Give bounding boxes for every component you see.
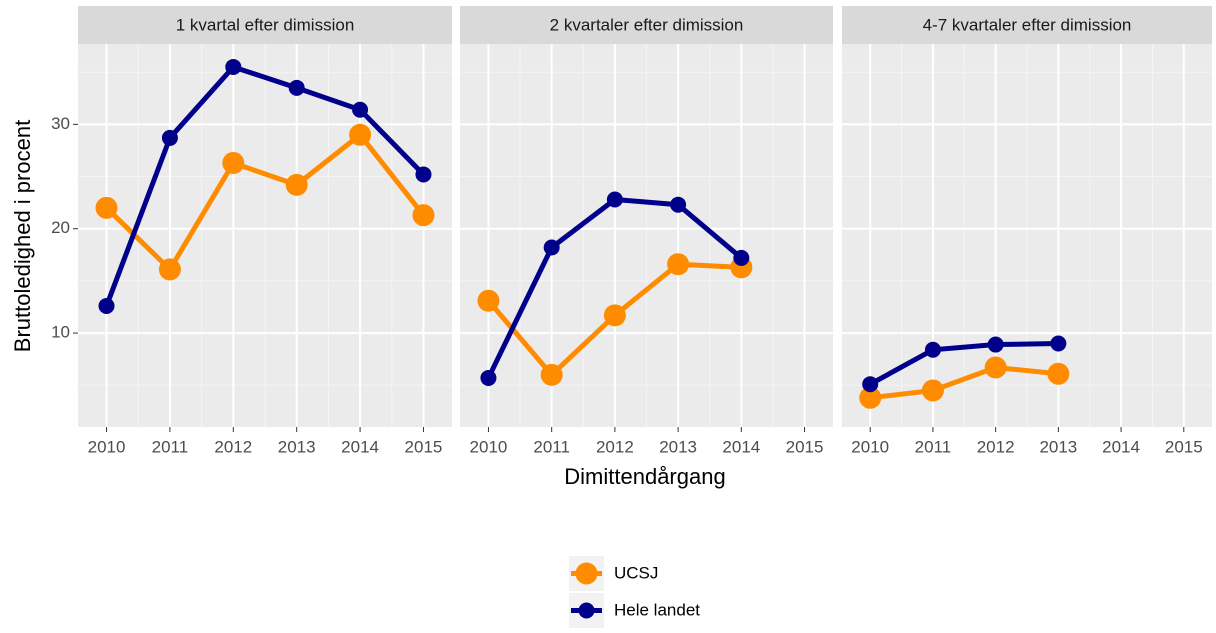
data-point [161,129,178,146]
data-point [477,289,500,312]
data-point [288,79,305,96]
data-point [670,196,687,213]
data-point [733,249,750,266]
x-tick-label: 2012 [977,437,1015,456]
facet-strip [460,6,833,44]
x-tick-label: 2013 [659,437,697,456]
x-tick-label: 2010 [851,437,889,456]
data-point [415,166,432,183]
data-point [225,58,242,75]
x-tick-label: 2015 [1165,437,1203,456]
facet-title: 2 kvartaler efter dimission [550,15,744,34]
data-point [540,363,563,386]
x-tick-label: 2010 [470,437,508,456]
data-point [984,356,1007,379]
data-point [285,173,308,196]
x-tick-label: 2014 [341,437,379,456]
facet-strip [78,6,452,44]
data-point [480,369,497,386]
legend-point [578,602,595,619]
x-tick-label: 2011 [152,437,189,456]
x-tick-label: 2013 [1039,437,1077,456]
facet-strip [842,6,1212,44]
x-tick-label: 2015 [405,437,443,456]
data-point [987,336,1004,353]
data-point [352,101,369,118]
data-point [95,196,118,219]
data-point [349,123,372,146]
series-line [869,341,1059,387]
x-tick-label: 2011 [533,437,570,456]
facet-title: 1 kvartal efter dimission [176,15,355,34]
data-point [859,386,882,409]
data-point [606,191,623,208]
data-point [924,341,941,358]
data-point [1050,335,1067,352]
x-tick-label: 2014 [1102,437,1140,456]
data-point [98,297,115,314]
x-tick-label: 2012 [596,437,634,456]
data-point [412,204,435,227]
data-point [222,151,245,174]
y-tick-label: 30 [51,114,70,133]
x-tick-label: 2014 [722,437,760,456]
series-line [104,64,426,307]
x-tick-label: 2013 [278,437,316,456]
legend-label: Hele landet [614,600,700,619]
y-tick-label: 10 [51,323,70,342]
x-axis-label: Dimittendårgang [564,464,725,489]
y-axis-label: Bruttoledighed i procent [10,120,35,352]
data-point [667,253,690,276]
data-point [921,379,944,402]
data-point [603,304,626,327]
x-tick-label: 2012 [214,437,252,456]
facet-title: 4-7 kvartaler efter dimission [923,15,1132,34]
data-point [862,376,879,393]
series-line [104,131,426,274]
data-point [543,239,560,256]
legend-point [575,562,598,585]
x-tick-label: 2010 [88,437,126,456]
series-line [869,364,1059,401]
legend-label: UCSJ [614,563,658,582]
data-point [1047,362,1070,385]
y-tick-label: 20 [51,218,70,237]
x-tick-label: 2011 [915,437,952,456]
x-tick-label: 2015 [786,437,824,456]
data-point [158,258,181,281]
